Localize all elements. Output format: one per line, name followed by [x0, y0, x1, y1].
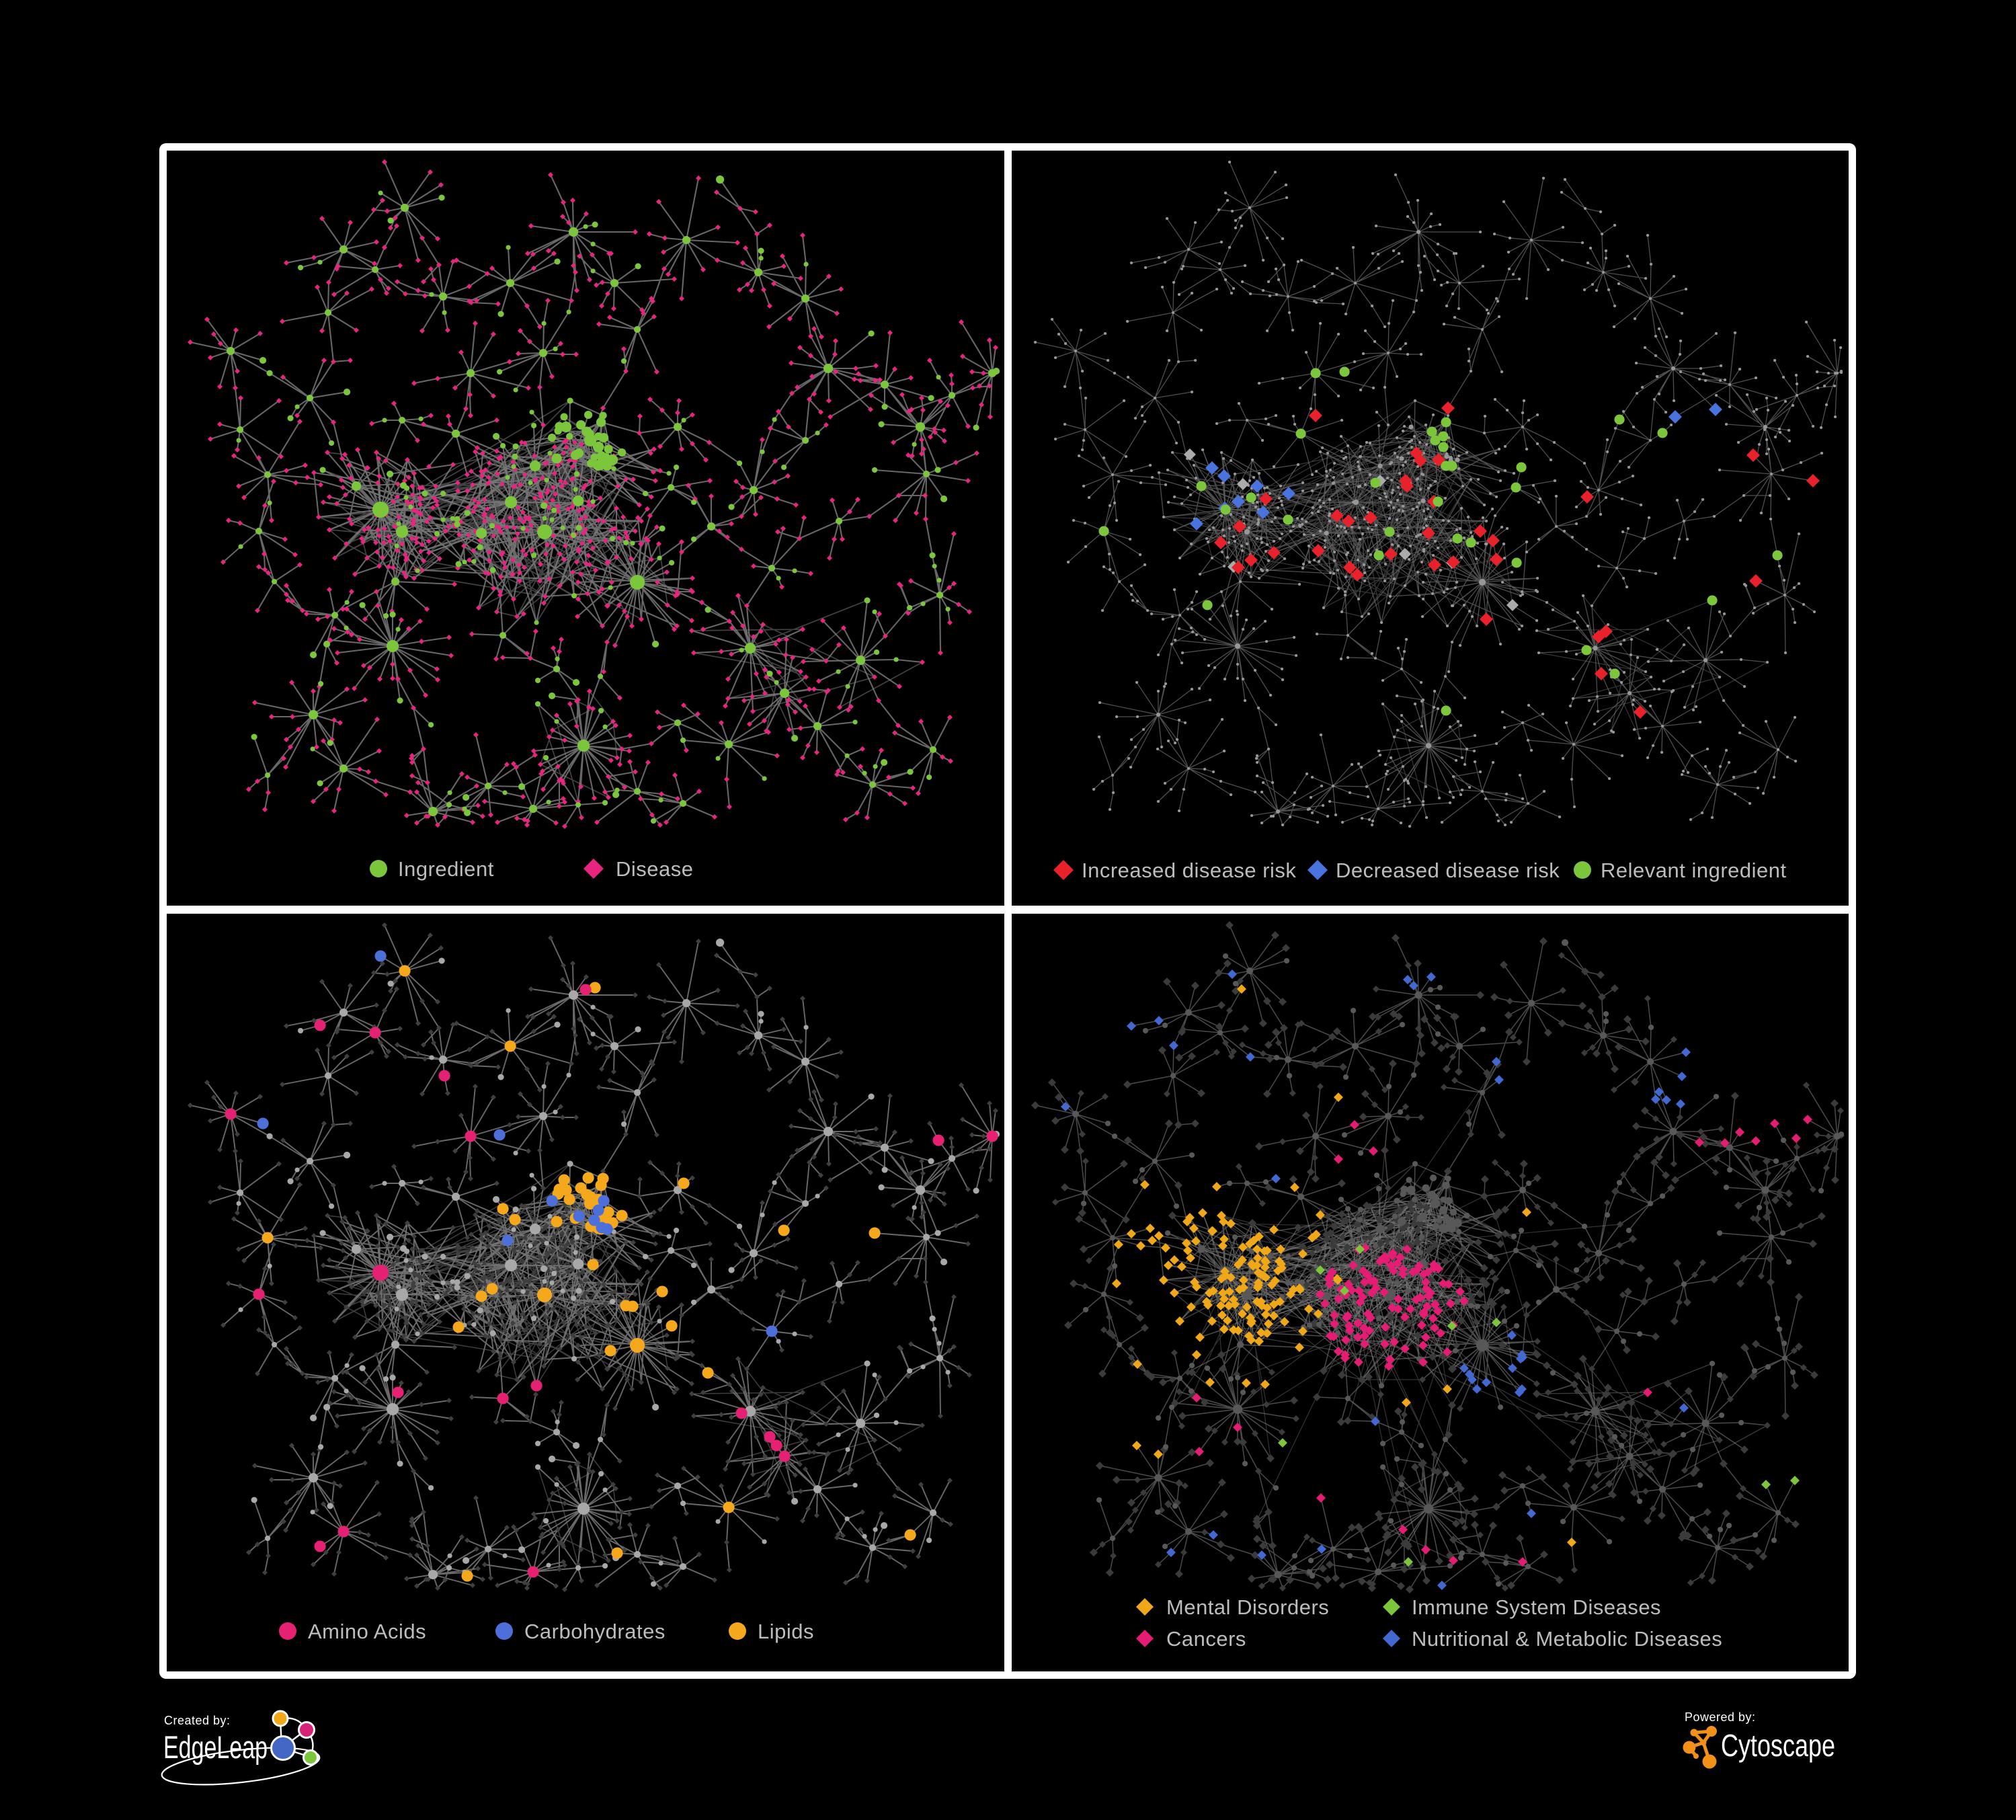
svg-text:Increased disease risk: Increased disease risk — [1082, 859, 1296, 882]
svg-text:EdgeLeap: EdgeLeap — [163, 1729, 268, 1765]
svg-text:Mental Disorders: Mental Disorders — [1166, 1595, 1329, 1619]
svg-text:Cytoscape: Cytoscape — [1721, 1728, 1835, 1763]
svg-text:Disease: Disease — [616, 857, 694, 881]
svg-text:Immune System Diseases: Immune System Diseases — [1412, 1595, 1661, 1619]
svg-text:Cancers: Cancers — [1166, 1627, 1246, 1651]
svg-text:Powered by:: Powered by: — [1685, 1710, 1756, 1724]
svg-text:Lipids: Lipids — [758, 1620, 814, 1643]
svg-text:Nutritional & Metabolic Diseas: Nutritional & Metabolic Diseases — [1412, 1627, 1722, 1651]
svg-text:Carbohydrates: Carbohydrates — [524, 1620, 666, 1643]
svg-text:Amino Acids: Amino Acids — [308, 1620, 426, 1643]
svg-text:Created by:: Created by: — [164, 1714, 231, 1727]
svg-text:Ingredient: Ingredient — [398, 857, 494, 881]
svg-text:Decreased disease risk: Decreased disease risk — [1336, 859, 1560, 882]
svg-text:Relevant ingredient: Relevant ingredient — [1601, 859, 1787, 882]
